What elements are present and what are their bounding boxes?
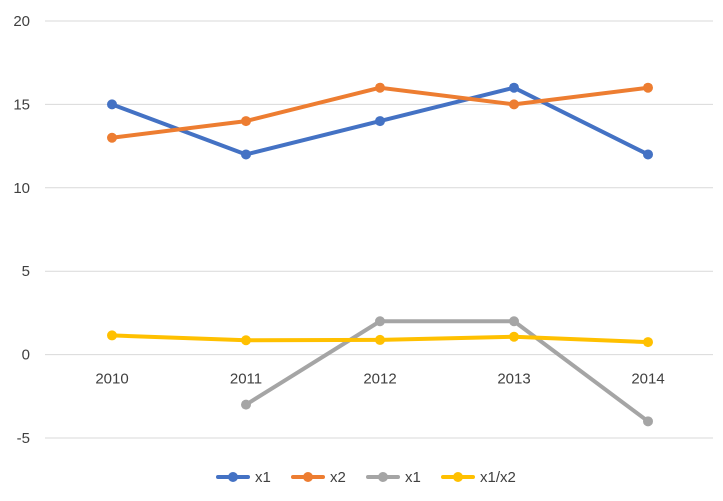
y-tick-label: 5: [22, 263, 30, 280]
data-point: [241, 149, 251, 160]
data-point: [375, 334, 385, 345]
series-4-group: [107, 330, 653, 348]
legend-label: x1/x2: [480, 469, 516, 486]
series-lines: [107, 82, 653, 427]
x-tick-label: 2012: [363, 371, 396, 388]
data-point: [509, 99, 519, 110]
data-point: [107, 99, 117, 110]
series-1-group: [107, 82, 653, 160]
legend-entry: x1/x2: [441, 469, 516, 486]
data-point: [643, 82, 653, 93]
legend-swatch-marker: [453, 472, 463, 482]
data-point: [107, 330, 117, 341]
y-axis-tick-labels: -5 0 5 10 15 20: [13, 13, 30, 447]
x-axis-tick-labels: 2010 2011 2012 2013 2014: [95, 371, 664, 388]
y-tick-label: 10: [13, 180, 30, 197]
legend-swatch-marker: [303, 472, 313, 482]
data-point: [375, 316, 385, 327]
data-point: [509, 316, 519, 327]
legend-swatch-marker: [228, 472, 238, 482]
x-tick-label: 2014: [631, 371, 664, 388]
x-tick-label: 2010: [95, 371, 128, 388]
series-3-group: [241, 316, 653, 427]
legend-label: x1: [405, 469, 421, 486]
legend-entry: x1: [366, 469, 421, 486]
legend-entry: x1: [216, 469, 271, 486]
legend-label: x2: [330, 469, 346, 486]
data-point: [241, 335, 251, 346]
legend-swatch-marker: [378, 472, 388, 482]
legend: x1 x2 x1 x1/x2: [216, 469, 516, 486]
legend-entry: x2: [291, 469, 346, 486]
gridlines: [45, 20, 713, 439]
y-tick-label: 15: [13, 96, 30, 113]
data-point: [509, 331, 519, 342]
series-line: [244, 319, 650, 424]
data-point: [375, 82, 385, 93]
data-point: [643, 337, 653, 348]
y-tick-label: 0: [22, 347, 30, 364]
data-point: [375, 116, 385, 127]
data-point: [643, 149, 653, 160]
data-point: [107, 132, 117, 143]
data-point: [241, 399, 251, 410]
series-2-group: [107, 82, 653, 143]
y-tick-label: 20: [13, 13, 30, 30]
x-tick-label: 2011: [230, 371, 262, 388]
data-point: [241, 116, 251, 127]
x-tick-label: 2013: [497, 371, 530, 388]
data-point: [643, 416, 653, 427]
y-tick-label: -5: [17, 430, 30, 447]
data-point: [509, 82, 519, 93]
legend-label: x1: [255, 469, 271, 486]
